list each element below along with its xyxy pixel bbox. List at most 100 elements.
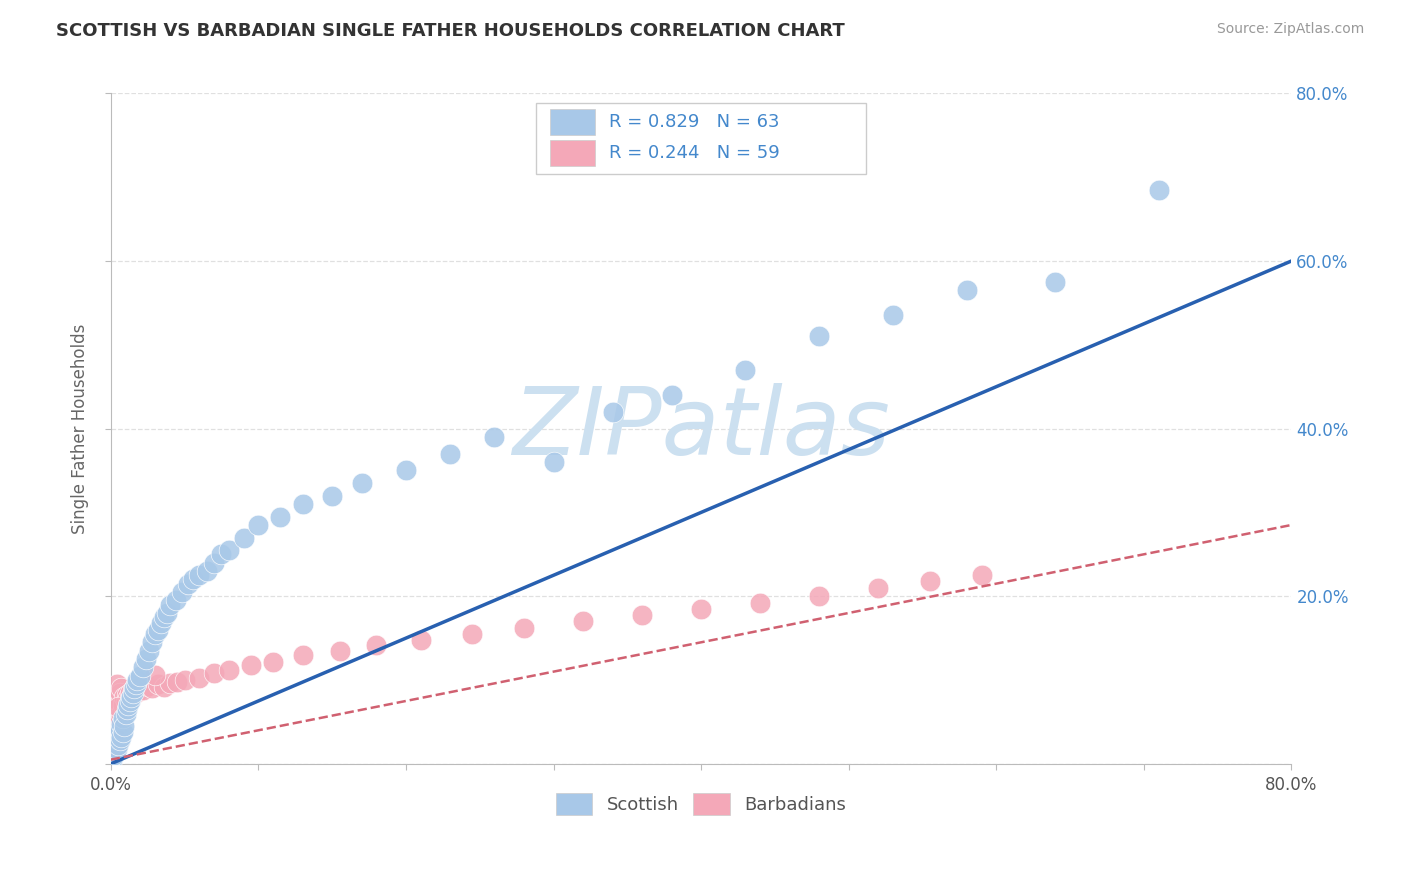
Text: Source: ZipAtlas.com: Source: ZipAtlas.com xyxy=(1216,22,1364,37)
Point xyxy=(129,680,152,694)
Point xyxy=(108,685,131,699)
Point xyxy=(247,518,270,533)
Point xyxy=(132,683,155,698)
Point xyxy=(101,740,124,755)
Point xyxy=(395,463,418,477)
Point xyxy=(183,573,205,587)
Point xyxy=(122,685,145,699)
Point xyxy=(108,723,131,738)
Point xyxy=(141,681,163,696)
Point xyxy=(439,447,461,461)
Point xyxy=(114,694,136,708)
Point xyxy=(118,694,141,708)
Point xyxy=(110,716,132,731)
Point xyxy=(513,621,536,635)
Point xyxy=(218,663,240,677)
Point xyxy=(127,673,149,687)
FancyBboxPatch shape xyxy=(536,103,866,174)
Point xyxy=(112,690,135,704)
Point xyxy=(543,455,565,469)
Point xyxy=(107,739,129,753)
Point xyxy=(188,671,211,685)
Point xyxy=(101,723,124,738)
Point xyxy=(918,574,941,588)
Point xyxy=(240,657,263,672)
Point xyxy=(218,543,240,558)
Point xyxy=(153,610,176,624)
Point xyxy=(103,706,125,721)
Point xyxy=(103,748,125,763)
Point xyxy=(111,711,134,725)
Point xyxy=(211,547,233,561)
Point xyxy=(117,691,139,706)
Point xyxy=(110,730,132,744)
Point xyxy=(734,363,756,377)
Point xyxy=(101,748,124,763)
Point xyxy=(328,643,350,657)
Point xyxy=(141,635,163,649)
Point xyxy=(129,669,152,683)
Point xyxy=(143,627,166,641)
Point xyxy=(159,598,181,612)
Point xyxy=(124,681,146,696)
Point xyxy=(350,476,373,491)
Point xyxy=(105,702,128,716)
Point xyxy=(107,699,129,714)
Point xyxy=(105,731,128,746)
Point xyxy=(269,509,291,524)
Point xyxy=(321,489,343,503)
Point xyxy=(188,568,211,582)
Bar xyxy=(550,110,595,135)
Point xyxy=(808,589,831,603)
Point xyxy=(143,668,166,682)
Point xyxy=(135,652,157,666)
Text: ZIPatlas: ZIPatlas xyxy=(512,383,890,474)
Point xyxy=(104,690,127,704)
Point xyxy=(107,694,129,708)
Point xyxy=(108,733,131,747)
Point xyxy=(110,706,132,721)
Legend: Scottish, Barbadians: Scottish, Barbadians xyxy=(550,785,853,822)
Point xyxy=(105,727,128,741)
Point xyxy=(136,679,159,693)
Point xyxy=(118,685,141,699)
Point xyxy=(484,430,506,444)
Point xyxy=(170,585,193,599)
Point xyxy=(104,744,127,758)
Point xyxy=(124,687,146,701)
Point xyxy=(146,677,169,691)
Point xyxy=(112,719,135,733)
Point xyxy=(114,706,136,721)
Point xyxy=(173,673,195,687)
Point xyxy=(156,606,179,620)
Point xyxy=(110,681,132,696)
Point xyxy=(125,677,148,691)
Point xyxy=(291,648,314,662)
Point xyxy=(104,736,127,750)
Point xyxy=(1045,275,1067,289)
Point xyxy=(107,727,129,741)
Point xyxy=(808,329,831,343)
Point xyxy=(125,681,148,696)
Point xyxy=(146,623,169,637)
Point xyxy=(104,736,127,750)
Point xyxy=(105,677,128,691)
Point xyxy=(366,638,388,652)
Bar xyxy=(550,140,595,166)
Point xyxy=(149,615,172,630)
Point xyxy=(120,690,142,704)
Point xyxy=(409,632,432,647)
Point xyxy=(104,714,127,729)
Text: SCOTTISH VS BARBADIAN SINGLE FATHER HOUSEHOLDS CORRELATION CHART: SCOTTISH VS BARBADIAN SINGLE FATHER HOUS… xyxy=(56,22,845,40)
Point xyxy=(159,676,181,690)
Point xyxy=(103,731,125,746)
Point xyxy=(202,556,225,570)
Point xyxy=(461,627,484,641)
Point xyxy=(120,690,142,704)
Point xyxy=(108,711,131,725)
Point xyxy=(176,576,198,591)
Point xyxy=(868,581,890,595)
Point xyxy=(105,741,128,756)
Point xyxy=(956,283,979,297)
Point xyxy=(103,740,125,755)
